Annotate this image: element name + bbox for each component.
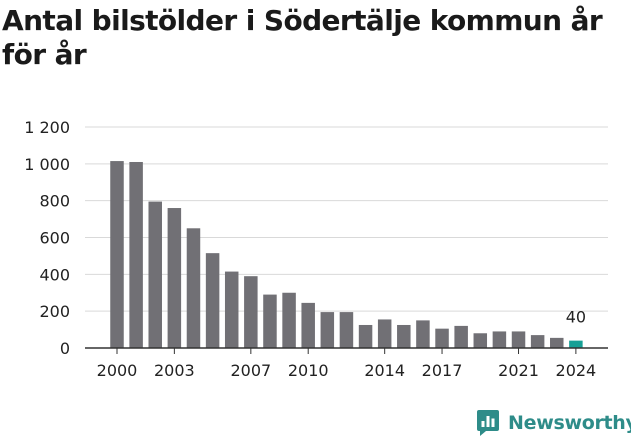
bar-2006 bbox=[224, 271, 239, 348]
y-tick-label: 0 bbox=[60, 339, 70, 358]
x-tick-label: 2007 bbox=[230, 361, 271, 380]
bar-2020 bbox=[492, 331, 507, 348]
x-tick-label: 2024 bbox=[556, 361, 597, 380]
y-tick-label: 800 bbox=[39, 192, 70, 211]
x-tick-label: 2017 bbox=[422, 361, 463, 380]
bar-2000 bbox=[110, 161, 124, 348]
brand-logo: Newsworthy bbox=[476, 408, 631, 438]
bar-2007 bbox=[244, 276, 258, 348]
x-tick-label: 2010 bbox=[288, 361, 329, 380]
data-label-2024: 40 bbox=[566, 308, 586, 327]
bar-2019 bbox=[473, 333, 488, 348]
bars bbox=[110, 161, 583, 349]
bar-2013 bbox=[358, 324, 373, 348]
bar-2005 bbox=[205, 253, 220, 348]
bar-chart-icon bbox=[477, 410, 499, 436]
y-tick-label: 1 000 bbox=[24, 155, 70, 174]
bar-2002 bbox=[148, 201, 162, 348]
chart-title: Antal bilstölder i Södertälje kommun år … bbox=[2, 4, 603, 71]
x-tick-label: 2014 bbox=[364, 361, 405, 380]
axes bbox=[85, 347, 608, 354]
x-tick-label: 2021 bbox=[498, 361, 539, 380]
bar-2022 bbox=[530, 335, 545, 348]
bar-chart: 0 200 400 600 800 1 000 1 200 2000 2003 2007 2010 2… bbox=[24, 118, 608, 380]
bar-2003 bbox=[167, 208, 182, 348]
y-tick-label: 600 bbox=[39, 229, 70, 248]
bar-2018 bbox=[454, 325, 468, 348]
bar-2023 bbox=[550, 337, 564, 348]
bar-2011 bbox=[320, 312, 335, 348]
bar-2014 bbox=[377, 319, 392, 348]
bar-2016 bbox=[416, 320, 430, 349]
y-tick-label: 1 200 bbox=[24, 118, 70, 137]
bar-2001 bbox=[129, 161, 143, 348]
bar-2009 bbox=[282, 292, 296, 348]
bar-2021 bbox=[511, 331, 526, 348]
bar-2017 bbox=[435, 328, 449, 348]
bar-2012 bbox=[339, 312, 354, 348]
bar-2010 bbox=[301, 302, 315, 348]
y-tick-label: 400 bbox=[39, 265, 70, 284]
grid-lines bbox=[85, 126, 608, 312]
bar-2008 bbox=[263, 294, 277, 348]
y-tick-label: 200 bbox=[39, 302, 70, 321]
bar-2004 bbox=[186, 228, 201, 348]
x-tick-label: 2000 bbox=[97, 361, 138, 380]
tick-labels: 0 200 400 600 800 1 000 1 200 2000 2003 2007 2010 2… bbox=[24, 118, 596, 380]
bar-2024 bbox=[569, 340, 583, 348]
bar-2015 bbox=[397, 324, 411, 348]
brand-name: Newsworthy bbox=[508, 412, 631, 434]
x-tick-label: 2003 bbox=[154, 361, 195, 380]
